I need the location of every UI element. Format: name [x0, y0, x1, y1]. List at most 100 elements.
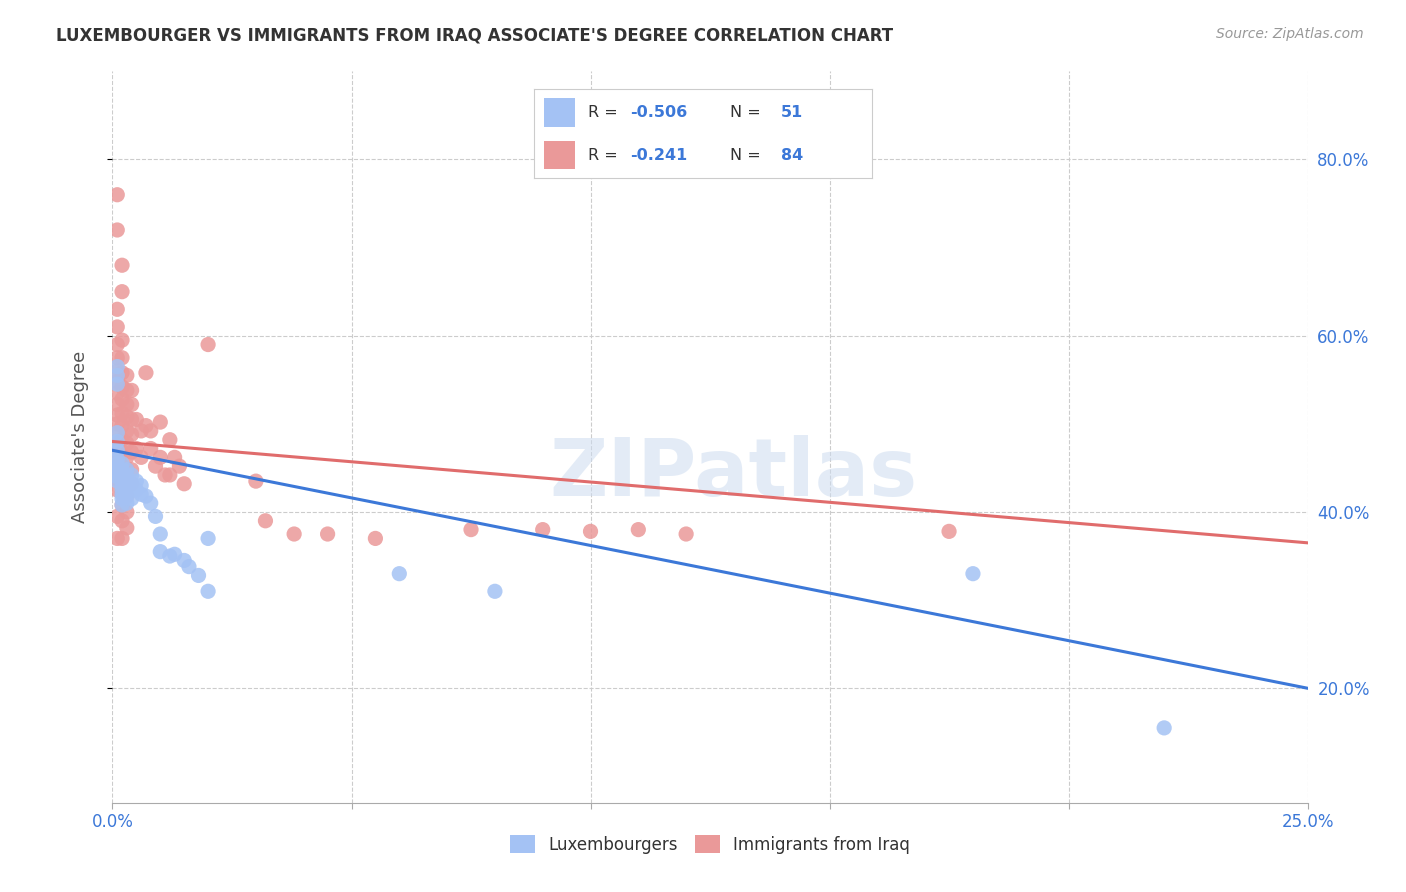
Point — [125, 442, 148, 456]
Point — [111, 406, 134, 420]
Point — [139, 442, 162, 456]
Point — [111, 433, 134, 447]
Point — [135, 489, 157, 503]
Point — [364, 532, 387, 546]
Point — [105, 532, 128, 546]
Point — [121, 467, 143, 482]
Point — [145, 509, 167, 524]
Point — [115, 489, 138, 503]
Point — [675, 527, 697, 541]
Point — [149, 544, 172, 558]
Point — [105, 302, 128, 317]
Text: Source: ZipAtlas.com: Source: ZipAtlas.com — [1216, 27, 1364, 41]
Point — [121, 384, 143, 398]
Point — [111, 457, 134, 471]
Point — [115, 397, 138, 411]
Point — [111, 514, 134, 528]
Point — [627, 523, 650, 537]
Point — [115, 409, 138, 424]
Text: N =: N = — [730, 105, 766, 120]
Point — [115, 424, 138, 438]
Point — [121, 463, 143, 477]
Text: -0.241: -0.241 — [630, 148, 688, 162]
Point — [105, 434, 128, 449]
Text: LUXEMBOURGER VS IMMIGRANTS FROM IRAQ ASSOCIATE'S DEGREE CORRELATION CHART: LUXEMBOURGER VS IMMIGRANTS FROM IRAQ ASS… — [56, 27, 893, 45]
Point — [111, 366, 134, 380]
Point — [105, 397, 128, 411]
Point — [531, 523, 554, 537]
Point — [111, 418, 134, 433]
Point — [121, 397, 143, 411]
Point — [169, 459, 191, 474]
Point — [962, 566, 984, 581]
Point — [177, 559, 200, 574]
Point — [115, 476, 138, 491]
Point — [173, 553, 195, 567]
Point — [111, 474, 134, 488]
Point — [111, 471, 134, 485]
Text: ZIPatlas: ZIPatlas — [550, 434, 918, 513]
Point — [159, 433, 181, 447]
Point — [105, 368, 128, 383]
Point — [111, 483, 134, 497]
Point — [105, 461, 128, 475]
Point — [115, 496, 138, 510]
Point — [1153, 721, 1175, 735]
Point — [121, 483, 143, 497]
Point — [105, 457, 128, 471]
Point — [105, 459, 128, 474]
Point — [105, 466, 128, 480]
Point — [105, 364, 128, 378]
Point — [125, 474, 148, 488]
Point — [163, 450, 186, 465]
Point — [111, 380, 134, 394]
Point — [115, 368, 138, 383]
Point — [111, 351, 134, 365]
Point — [115, 521, 138, 535]
Point — [173, 476, 195, 491]
Point — [129, 487, 152, 501]
Point — [197, 584, 219, 599]
Point — [115, 436, 138, 450]
Y-axis label: Associate's Degree: Associate's Degree — [70, 351, 89, 524]
Point — [111, 333, 134, 347]
Point — [125, 412, 148, 426]
Point — [115, 476, 138, 491]
Point — [245, 474, 267, 488]
Point — [111, 498, 134, 512]
Point — [105, 471, 128, 485]
Point — [121, 412, 143, 426]
Point — [149, 450, 172, 465]
Point — [159, 467, 181, 482]
Point — [105, 386, 128, 401]
Point — [111, 258, 134, 272]
Point — [115, 384, 138, 398]
Legend: Luxembourgers, Immigrants from Iraq: Luxembourgers, Immigrants from Iraq — [503, 829, 917, 860]
Point — [579, 524, 602, 539]
Point — [105, 469, 128, 483]
Text: N =: N = — [730, 148, 766, 162]
Point — [115, 450, 138, 465]
Text: R =: R = — [588, 105, 623, 120]
Point — [105, 408, 128, 422]
Point — [153, 467, 176, 482]
Point — [105, 377, 128, 392]
Point — [105, 452, 128, 467]
Point — [105, 417, 128, 431]
Point — [105, 509, 128, 524]
Point — [105, 425, 128, 440]
Text: 84: 84 — [780, 148, 803, 162]
Point — [254, 514, 277, 528]
Point — [115, 463, 138, 477]
Point — [283, 527, 305, 541]
Text: -0.506: -0.506 — [630, 105, 688, 120]
Bar — [544, 98, 575, 127]
Point — [159, 549, 181, 563]
Point — [115, 489, 138, 503]
Point — [115, 483, 138, 497]
Point — [111, 532, 134, 546]
Point — [105, 187, 128, 202]
Point — [105, 223, 128, 237]
Point — [111, 459, 134, 474]
Point — [105, 320, 128, 334]
